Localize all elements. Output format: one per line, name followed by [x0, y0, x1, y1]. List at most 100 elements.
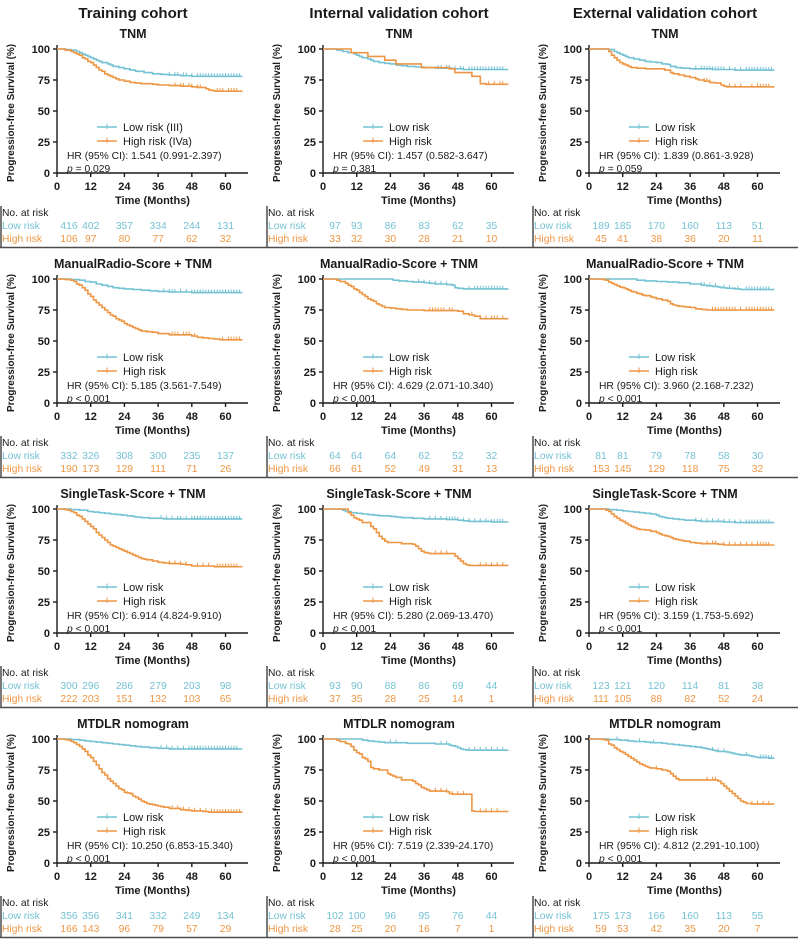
risk-value: 76	[452, 911, 464, 922]
p-value-text: p = 0.381	[332, 164, 377, 175]
risk-value: 175	[592, 911, 609, 922]
x-tick-label: 48	[186, 181, 198, 193]
y-tick-label: 50	[304, 796, 316, 808]
risk-value: 235	[183, 451, 200, 462]
y-tick-label: 25	[304, 597, 316, 609]
high-risk-censor-ticks	[712, 306, 773, 311]
risk-table: No. at risk Low risk 81 81 79 78 58 30 High risk…	[532, 436, 798, 479]
y-tick-label: 25	[304, 367, 316, 379]
axes: 0 25 50 75 100 0 12 24 36 48 60 Time (Months) Progre…	[272, 504, 514, 667]
risk-value: 81	[595, 451, 607, 462]
legend-label: High risk	[389, 826, 432, 838]
x-tick-label: 24	[650, 181, 663, 193]
risk-value: 75	[718, 464, 730, 475]
y-tick-label: 25	[38, 827, 50, 839]
high-risk-curve	[589, 278, 775, 311]
risk-value: 111	[593, 694, 609, 705]
y-tick-label: 0	[576, 398, 582, 410]
x-tick-label: 60	[485, 641, 497, 653]
x-tick-label: 24	[384, 871, 397, 883]
y-tick-label: 75	[570, 535, 582, 547]
risk-value: 81	[617, 451, 629, 462]
y-tick-label: 100	[32, 734, 50, 746]
km-plot: 0 25 50 75 100 0 12 24 36 48 60 Time (Months) Progre…	[0, 734, 266, 939]
risk-value: 86	[385, 221, 397, 232]
km-panel-grid: TNM 0 25 50 75 100 0 12 24 36 48 60 Time (Months) Pr…	[0, 23, 799, 943]
x-tick-label: 36	[418, 641, 430, 653]
x-tick-label: 60	[219, 871, 231, 883]
risk-value: 93	[351, 221, 363, 232]
y-tick-label: 75	[570, 765, 582, 777]
risk-value: 32	[752, 464, 764, 475]
high-risk-censor-ticks	[174, 82, 238, 92]
y-axis-title: Progression-free Survival (%)	[272, 504, 283, 642]
risk-value: 86	[418, 681, 430, 692]
p-value-text: p < 0.001	[332, 624, 377, 635]
risk-row-label: High risk	[534, 694, 575, 705]
legend: Low risk High risk	[363, 812, 432, 838]
hr-text: HR (95% CI): 4.629 (2.071-10.340)	[333, 381, 493, 392]
risk-value: 151	[116, 694, 133, 705]
risk-value: 30	[385, 234, 397, 245]
risk-value: 341	[116, 911, 133, 922]
risk-value: 170	[648, 221, 665, 232]
hr-text: HR (95% CI): 3.159 (1.753-5.692)	[599, 611, 754, 622]
y-tick-label: 0	[576, 168, 582, 180]
x-tick-label: 48	[186, 641, 198, 653]
y-tick-label: 25	[38, 367, 50, 379]
legend-label: Low risk	[123, 582, 164, 594]
panel-title: MTDLR nomogram	[77, 717, 189, 731]
risk-table-header: No. at risk	[534, 668, 581, 679]
risk-value: 58	[718, 451, 730, 462]
risk-table: No. at risk Low risk 416 402 357 334 244 131 Hig…	[0, 206, 266, 249]
p-value-text: p < 0.001	[598, 624, 643, 635]
risk-table-header: No. at risk	[2, 668, 49, 679]
risk-row-label: High risk	[534, 924, 575, 935]
x-axis-title: Time (Months)	[647, 425, 722, 437]
risk-table: No. at risk Low risk 93 90 88 86 69 44 High risk…	[266, 666, 532, 709]
risk-value: 25	[351, 924, 363, 935]
risk-value: 52	[718, 694, 730, 705]
p-value-text: p < 0.001	[332, 854, 377, 865]
cohort-header-internal-validation: Internal validation cohort	[309, 5, 489, 22]
risk-value: 103	[183, 694, 200, 705]
risk-value: 35	[486, 221, 498, 232]
risk-row-label: High risk	[534, 234, 575, 245]
x-tick-label: 12	[351, 181, 363, 193]
risk-value: 79	[651, 451, 663, 462]
x-tick-label: 48	[452, 871, 464, 883]
y-tick-label: 75	[304, 305, 316, 317]
risk-value: 55	[752, 911, 764, 922]
y-tick-label: 100	[298, 734, 316, 746]
risk-value: 203	[82, 694, 99, 705]
low-risk-censor-ticks	[429, 515, 504, 523]
y-axis-title: Progression-free Survival (%)	[538, 274, 549, 412]
low-risk-censor-ticks	[695, 65, 773, 71]
x-axis-title: Time (Months)	[381, 655, 456, 667]
risk-value: 14	[452, 694, 464, 705]
risk-value: 88	[385, 681, 397, 692]
risk-value: 52	[452, 451, 464, 462]
panel-title: SingleTask-Score + TNM	[592, 487, 738, 501]
legend: Low risk (III) High risk (IVa)	[97, 122, 192, 148]
y-tick-label: 25	[304, 827, 316, 839]
low-risk-curve	[323, 508, 509, 523]
risk-value: 143	[82, 924, 99, 935]
y-tick-label: 0	[44, 858, 50, 870]
y-tick-label: 100	[564, 274, 582, 286]
risk-value: 173	[82, 464, 99, 475]
low-risk-curve	[589, 508, 775, 524]
risk-value: 334	[150, 221, 167, 232]
x-axis-title: Time (Months)	[115, 425, 190, 437]
y-axis-title: Progression-free Survival (%)	[6, 44, 17, 182]
x-tick-label: 24	[384, 181, 397, 193]
high-risk-censor-ticks	[488, 81, 504, 86]
cohort-header-training: Training cohort	[78, 5, 188, 22]
p-value-text: p < 0.001	[66, 624, 111, 635]
km-panel: SingleTask-Score + TNM 0 25 50 75 100 0 12 24 36…	[532, 483, 798, 713]
risk-table: No. at risk Low risk 189 185 170 160 113 51 High…	[532, 206, 798, 249]
km-panel: TNM 0 25 50 75 100 0 12 24 36 48 60 Time (Months) Pr…	[0, 23, 266, 253]
km-panel: TNM 0 25 50 75 100 0 12 24 36 48 60 Time (Months) Pr…	[532, 23, 798, 253]
risk-value: 35	[684, 924, 696, 935]
x-tick-label: 24	[118, 871, 131, 883]
